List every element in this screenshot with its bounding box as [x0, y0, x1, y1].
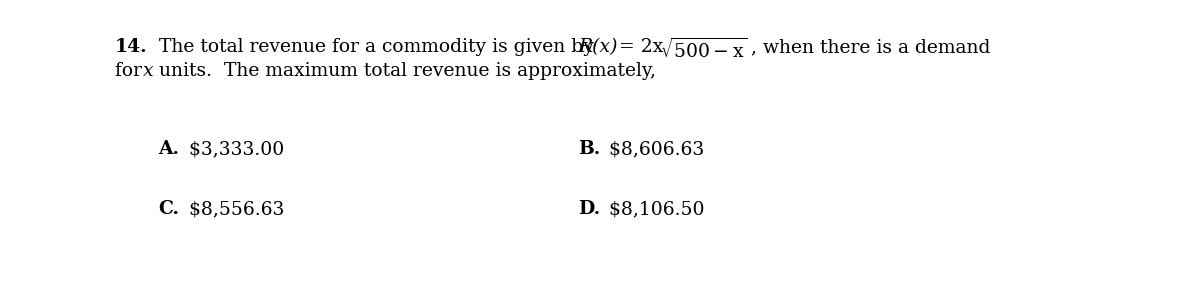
Text: The total revenue for a commodity is given by: The total revenue for a commodity is giv… [148, 38, 600, 56]
Text: $8,556.63: $8,556.63 [182, 200, 284, 218]
Text: D.: D. [578, 200, 600, 218]
Text: 14.: 14. [115, 38, 148, 56]
Text: = 2x: = 2x [613, 38, 670, 56]
Text: C.: C. [158, 200, 179, 218]
Text: for: for [115, 62, 148, 80]
Text: R(x): R(x) [578, 38, 618, 56]
Text: A.: A. [158, 140, 179, 158]
Text: $8,106.50: $8,106.50 [604, 200, 704, 218]
Text: $\mathregular{\sqrt{500-x}}$: $\mathregular{\sqrt{500-x}}$ [660, 38, 748, 62]
Text: $8,606.63: $8,606.63 [604, 140, 704, 158]
Text: B.: B. [578, 140, 600, 158]
Text: units.  The maximum total revenue is approximately,: units. The maximum total revenue is appr… [154, 62, 656, 80]
Text: $3,333.00: $3,333.00 [182, 140, 284, 158]
Text: x: x [143, 62, 154, 80]
Text: , when there is a demand: , when there is a demand [745, 38, 990, 56]
